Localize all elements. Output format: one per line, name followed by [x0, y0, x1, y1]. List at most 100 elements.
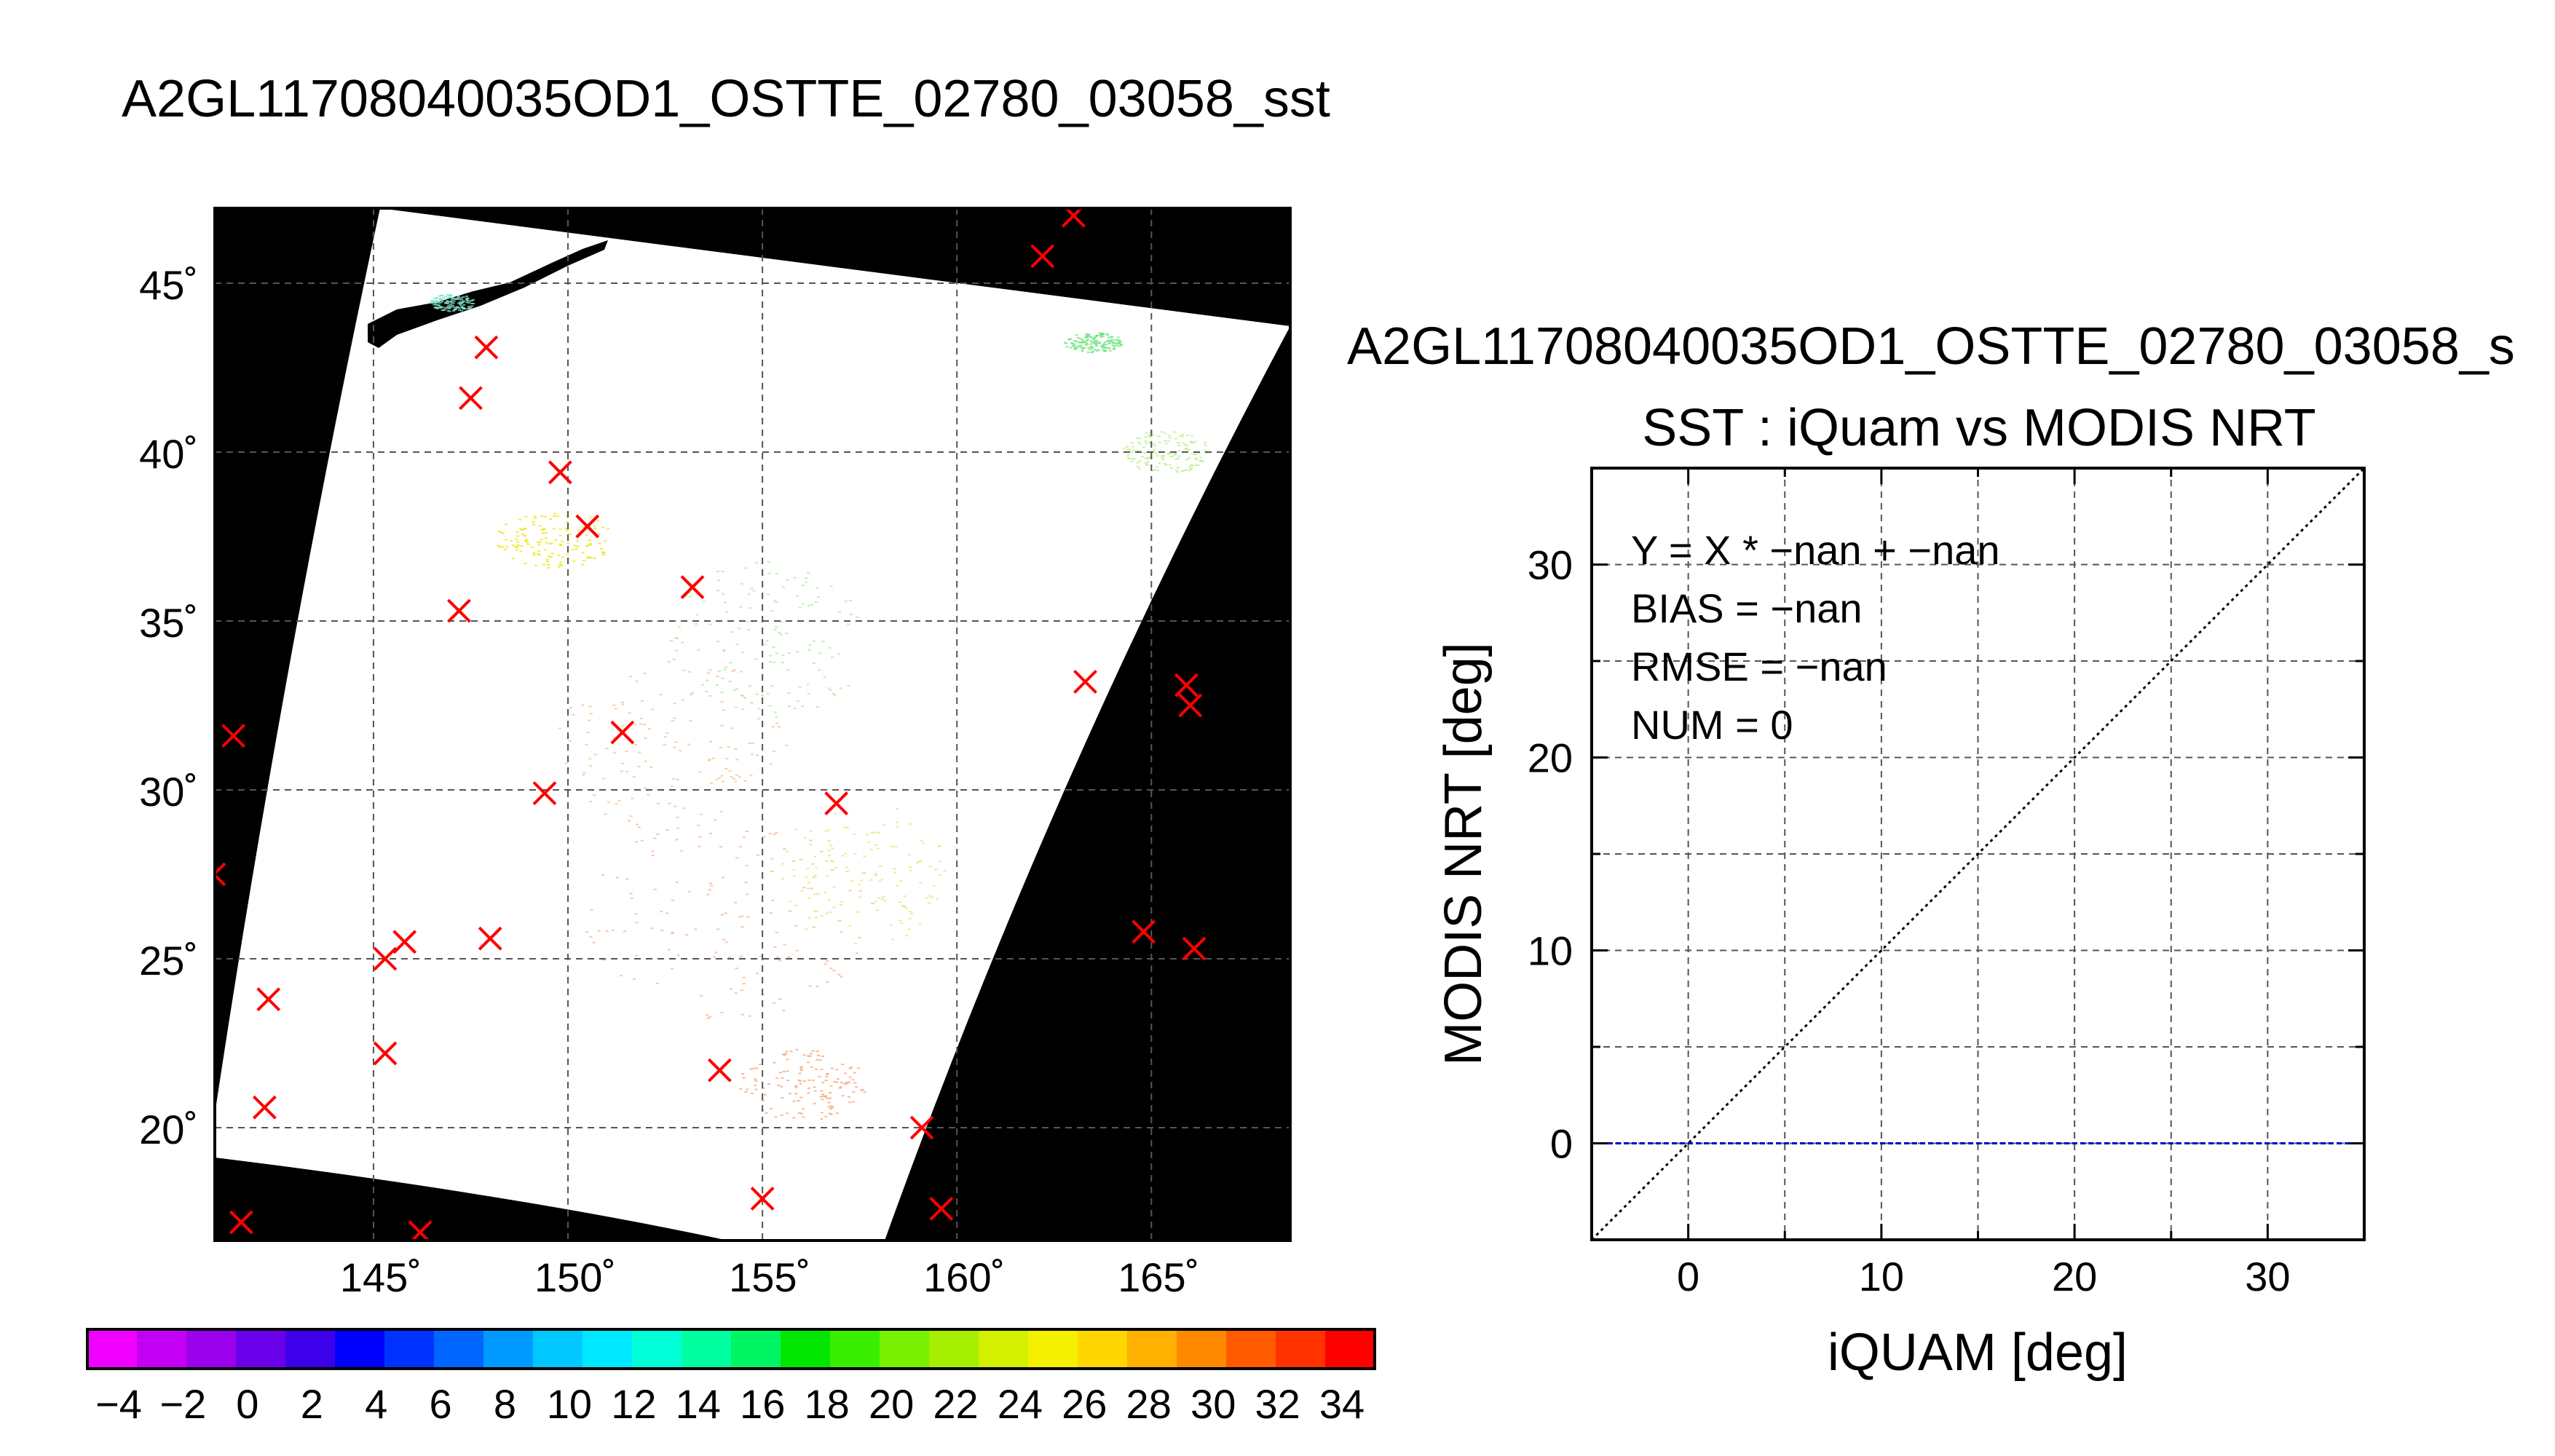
sst-pixel	[810, 604, 814, 606]
sst-pixel	[559, 545, 562, 546]
sst-pixel	[453, 298, 457, 300]
sst-pixel	[1109, 340, 1113, 341]
sst-pixel	[675, 649, 679, 652]
sst-pixel	[751, 743, 754, 745]
sst-pixel	[724, 611, 728, 613]
sst-pixel	[1075, 347, 1078, 349]
sst-pixel	[781, 878, 785, 879]
sst-pixel	[1190, 442, 1193, 444]
sst-pixel	[775, 716, 778, 718]
sst-pixel	[830, 1105, 833, 1107]
sst-pixel	[738, 916, 742, 918]
sst-pixel	[782, 1010, 786, 1012]
sst-pixel	[534, 564, 537, 566]
sst-pixel	[1101, 345, 1105, 347]
sst-pixel	[706, 893, 710, 895]
sst-pixel	[1148, 442, 1152, 444]
sst-pixel	[673, 717, 676, 719]
colorbar-cell	[483, 1329, 534, 1369]
sst-pixel	[1119, 344, 1123, 346]
sst-pixel	[778, 960, 782, 962]
sst-pixel	[775, 572, 778, 574]
sst-pixel	[812, 640, 816, 642]
sst-pixel	[679, 750, 682, 752]
sst-pixel	[1181, 442, 1185, 444]
sst-pixel	[1109, 336, 1113, 339]
sst-pixel	[837, 973, 841, 976]
sst-pixel	[807, 649, 811, 651]
sst-pixel	[739, 606, 743, 608]
sst-pixel	[820, 1112, 824, 1114]
sst-pixel	[433, 300, 435, 302]
sst-pixel	[824, 830, 828, 832]
sst-pixel	[614, 708, 617, 710]
sst-pixel	[722, 938, 725, 941]
y-tick-label: 30	[1528, 542, 1573, 588]
sst-pixel	[786, 850, 789, 852]
sst-pixel	[874, 901, 877, 903]
sst-pixel	[671, 932, 674, 934]
sst-pixel	[587, 544, 591, 546]
sst-pixel	[675, 638, 679, 640]
sst-pixel	[770, 871, 773, 872]
sst-pixel	[774, 1116, 778, 1118]
sst-pixel	[501, 546, 505, 548]
sst-pixel	[809, 844, 813, 846]
sst-pixel	[1146, 457, 1150, 459]
sst-pixel	[706, 1017, 710, 1019]
sst-pixel	[748, 1015, 751, 1017]
sst-pixel	[724, 666, 728, 668]
sst-pixel	[807, 887, 810, 890]
sst-pixel	[438, 306, 442, 308]
sst-pixel	[1164, 463, 1166, 464]
sst-pixel	[801, 705, 805, 708]
sst-pixel	[504, 539, 508, 541]
sst-pixel	[1118, 345, 1121, 347]
sst-pixel	[839, 1087, 842, 1089]
sst-pixel	[1107, 336, 1110, 339]
sst-pixel	[435, 301, 439, 303]
sst-pixel	[794, 925, 797, 927]
sst-pixel	[832, 970, 836, 972]
sst-pixel	[754, 1088, 758, 1091]
x-tick-label: 20	[2052, 1254, 2097, 1299]
sst-pixel	[735, 857, 739, 859]
sst-pixel	[588, 758, 592, 760]
sst-pixel	[708, 882, 712, 885]
sst-pixel	[698, 771, 701, 773]
sst-pixel	[1144, 462, 1148, 464]
sst-pixel	[667, 661, 671, 663]
sst-pixel	[1174, 438, 1178, 440]
sst-pixel	[928, 866, 932, 868]
sst-pixel	[827, 1101, 831, 1104]
sst-pixel	[801, 603, 805, 605]
sst-pixel	[630, 898, 633, 899]
sst-pixel	[462, 304, 466, 306]
sst-pixel	[826, 829, 830, 831]
sst-pixel	[829, 1085, 833, 1087]
sst-pixel	[441, 309, 444, 311]
sst-pixel	[677, 626, 681, 628]
sst-pixel	[821, 1055, 824, 1057]
sst-pixel	[1185, 444, 1188, 446]
sst-pixel	[874, 873, 877, 875]
sst-pixel	[706, 1014, 709, 1016]
sst-pixel	[870, 831, 874, 834]
sst-pixel	[722, 780, 725, 783]
sst-pixel	[807, 1079, 811, 1081]
colorbar-cell	[583, 1329, 633, 1369]
sst-pixel	[1145, 442, 1148, 444]
sst-pixel	[766, 692, 770, 695]
sst-pixel	[670, 640, 673, 641]
lon-tick-label: 155˚	[729, 1254, 810, 1300]
map-frame	[213, 207, 1292, 1242]
sst-pixel	[516, 541, 519, 543]
sst-pixel	[709, 740, 713, 743]
sst-pixel	[799, 858, 802, 860]
sst-pixel	[840, 904, 843, 906]
sst-pixel	[1128, 448, 1132, 451]
sst-pixel	[770, 685, 774, 687]
sst-pixel	[838, 612, 842, 613]
sst-pixel	[532, 523, 536, 526]
sst-pixel	[524, 515, 528, 518]
